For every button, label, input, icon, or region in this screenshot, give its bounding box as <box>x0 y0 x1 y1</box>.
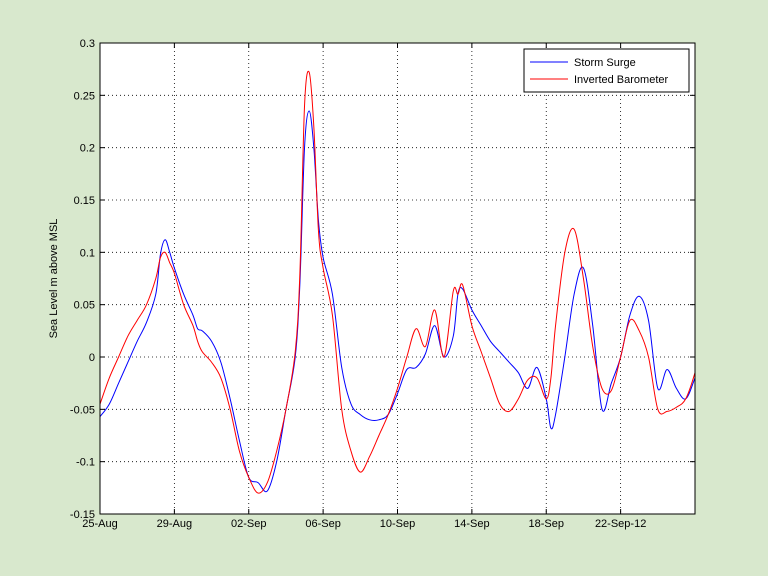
y-tick-label: 0.1 <box>80 247 95 259</box>
y-tick-label: -0.1 <box>76 457 95 469</box>
y-axis-title: Sea Level m above MSL <box>48 219 60 339</box>
x-tick-label: 14-Sep <box>454 518 489 530</box>
x-tick-label: 06-Sep <box>305 518 340 530</box>
series-layer <box>100 70 695 494</box>
legend-box <box>523 48 690 93</box>
x-tick-label: 29-Aug <box>157 518 192 530</box>
legend-label-inverted-barometer: Inverted Barometer <box>574 74 668 86</box>
x-tick-label: 02-Sep <box>231 518 266 530</box>
y-tick-label: 0.15 <box>74 195 95 207</box>
legend-label-storm-surge: Storm Surge <box>574 57 636 69</box>
x-tick-label: 18-Sep <box>529 518 564 530</box>
ticks <box>99 42 695 515</box>
y-tick-label: 0.25 <box>74 90 95 102</box>
legend[interactable]: Storm Surge Inverted Barometer <box>523 48 690 93</box>
x-tick-label: 25-Aug <box>82 518 117 530</box>
y-tick-label: 0 <box>89 352 95 364</box>
y-tick-label: -0.15 <box>70 509 95 521</box>
series-line-inverted-barometer <box>100 70 695 494</box>
y-tick-label: 0.3 <box>80 38 95 50</box>
y-tick-label: 0.2 <box>80 143 95 155</box>
x-tick-label: 10-Sep <box>380 518 415 530</box>
y-tick-label: -0.05 <box>70 404 95 416</box>
grid <box>100 43 695 514</box>
tick-labels: 25-Aug 29-Aug 02-Sep 06-Sep 10-Sep 14-Sep 18-S… <box>70 38 646 530</box>
x-tick-label: 22-Sep-12 <box>595 518 646 530</box>
y-tick-label: 0.05 <box>74 300 95 312</box>
